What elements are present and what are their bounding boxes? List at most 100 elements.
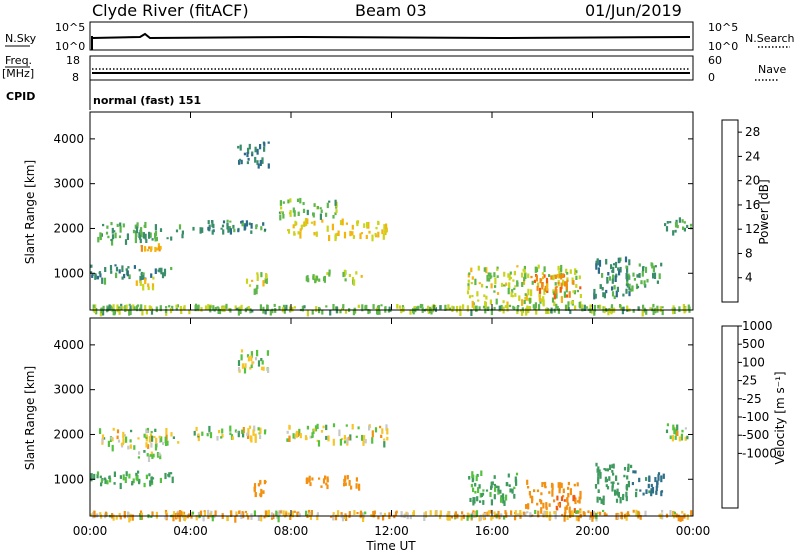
echo-cell bbox=[178, 510, 182, 517]
echo-cell bbox=[610, 308, 613, 315]
echo-cell bbox=[294, 220, 297, 226]
echo-cell bbox=[575, 515, 578, 521]
echo-cell bbox=[368, 425, 371, 431]
echo-cell bbox=[666, 423, 669, 427]
echo-cell bbox=[336, 232, 339, 236]
echo-cell bbox=[199, 227, 202, 234]
echo-cell bbox=[150, 442, 153, 448]
echo-cell bbox=[361, 304, 364, 312]
echo-cell bbox=[361, 434, 364, 441]
echo-cell bbox=[259, 427, 262, 434]
echo-cell bbox=[502, 300, 505, 304]
echo-cell bbox=[318, 477, 321, 480]
echo-cell bbox=[292, 224, 295, 229]
echo-cell bbox=[627, 480, 630, 488]
echo-cell bbox=[99, 233, 102, 241]
velocity-ylabel: Slant Range [km] bbox=[23, 366, 37, 470]
echo-cell bbox=[513, 270, 516, 276]
echo-cell bbox=[383, 230, 386, 233]
echo-cell bbox=[637, 306, 640, 311]
echo-cell bbox=[479, 514, 482, 521]
echo-cell bbox=[540, 492, 543, 496]
echo-cell bbox=[575, 510, 578, 514]
nave-tick-bottom: 0 bbox=[708, 71, 715, 84]
echo-cell bbox=[377, 231, 380, 238]
echo-cell bbox=[339, 309, 342, 314]
echo-cell bbox=[140, 245, 143, 252]
echo-cell bbox=[620, 307, 624, 310]
echo-cell bbox=[554, 274, 557, 279]
echo-cell bbox=[237, 360, 241, 366]
echo-cell bbox=[172, 436, 175, 439]
echo-cell bbox=[361, 512, 364, 518]
echo-cell bbox=[124, 305, 127, 312]
echo-cell bbox=[251, 151, 254, 154]
echo-cell bbox=[299, 433, 302, 439]
echo-cell bbox=[247, 356, 250, 362]
echo-cell bbox=[514, 293, 517, 297]
echo-cell bbox=[542, 482, 545, 485]
echo-cell bbox=[647, 483, 650, 489]
echo-cell bbox=[328, 272, 331, 277]
echo-cell bbox=[386, 428, 389, 435]
echo-cell bbox=[578, 305, 582, 309]
echo-cell bbox=[622, 293, 625, 297]
echo-cell bbox=[129, 444, 132, 449]
echo-cell bbox=[220, 436, 223, 439]
echo-cell bbox=[144, 246, 147, 252]
echo-cell bbox=[210, 510, 213, 515]
echo-cell bbox=[595, 263, 598, 270]
echo-cell bbox=[339, 220, 343, 226]
echo-cell bbox=[116, 304, 119, 312]
echo-cell bbox=[358, 483, 361, 491]
echo-cell bbox=[614, 275, 617, 282]
echo-cell bbox=[325, 305, 328, 308]
echo-cell bbox=[638, 512, 641, 517]
echo-cell bbox=[111, 444, 114, 452]
echo-cell bbox=[371, 437, 374, 444]
echo-cell bbox=[496, 292, 500, 295]
echo-cell bbox=[652, 309, 655, 315]
echo-cell bbox=[293, 510, 296, 513]
echo-cell bbox=[208, 224, 211, 230]
echo-cell bbox=[104, 478, 107, 484]
echo-cell bbox=[357, 304, 360, 308]
echo-cell bbox=[556, 508, 559, 511]
echo-cell bbox=[122, 438, 125, 444]
echo-cell bbox=[110, 239, 113, 242]
echo-cell bbox=[150, 476, 153, 484]
echo-cell bbox=[576, 289, 579, 293]
echo-cell bbox=[247, 433, 250, 439]
echo-cell bbox=[613, 295, 616, 299]
echo-cell bbox=[482, 500, 485, 505]
echo-cell bbox=[502, 496, 505, 504]
echo-cell bbox=[439, 305, 442, 310]
echo-cell bbox=[151, 511, 154, 516]
echo-cell bbox=[612, 481, 615, 485]
echo-cell bbox=[115, 266, 119, 272]
colorbar-tick-label: 4 bbox=[745, 271, 753, 285]
echo-cell bbox=[311, 477, 314, 481]
echo-cell bbox=[617, 514, 620, 520]
echo-cell bbox=[486, 511, 489, 517]
echo-cell bbox=[634, 470, 637, 474]
echo-cell bbox=[513, 486, 516, 490]
echo-cell bbox=[129, 305, 132, 311]
x-tick-label: 16:00 bbox=[475, 524, 510, 538]
echo-cell bbox=[409, 514, 412, 520]
echo-cell bbox=[491, 481, 494, 485]
echo-cell bbox=[631, 286, 634, 292]
echo-cell bbox=[120, 442, 123, 446]
echo-cell bbox=[112, 304, 115, 309]
echo-cell bbox=[330, 515, 333, 518]
echo-cell bbox=[527, 486, 530, 489]
echo-cell bbox=[642, 304, 645, 309]
echo-cell bbox=[570, 510, 573, 517]
echo-cell bbox=[526, 511, 529, 514]
echo-cell bbox=[383, 438, 386, 441]
echo-cell bbox=[342, 271, 345, 278]
echo-cell bbox=[484, 308, 487, 314]
freq-tick-bottom: 8 bbox=[72, 71, 79, 84]
echo-cell bbox=[562, 488, 565, 494]
echo-cell bbox=[112, 308, 115, 316]
